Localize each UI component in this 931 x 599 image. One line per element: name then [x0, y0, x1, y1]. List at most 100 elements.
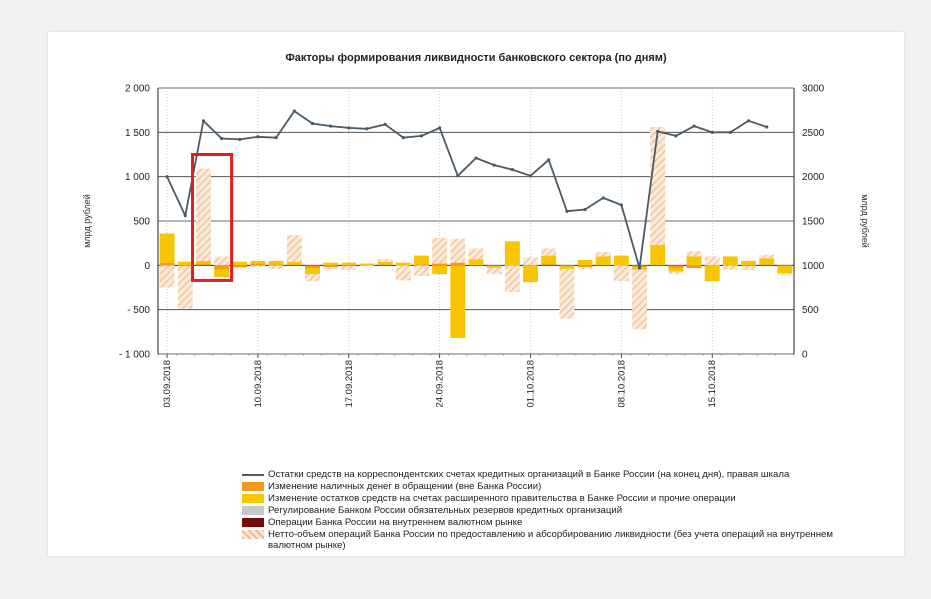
- legend-item: Операции Банка России на внутреннем валю…: [242, 517, 842, 528]
- bar: [486, 265, 502, 267]
- chart-card: Факторы формирования ликвидности банковс…: [48, 32, 904, 556]
- bar: [668, 265, 684, 268]
- line-point: [728, 130, 733, 134]
- y-tick-right: 2000: [802, 172, 825, 183]
- line-point: [492, 163, 496, 167]
- bar: [468, 248, 484, 260]
- bar: [523, 265, 538, 267]
- bar: [686, 265, 702, 268]
- legend: Остатки средств на корреспондентских сче…: [242, 469, 842, 552]
- line-point: [401, 136, 405, 140]
- bar: [395, 265, 411, 281]
- bar: [359, 263, 375, 266]
- annotation-layer: [191, 153, 234, 282]
- line-point: [528, 174, 533, 178]
- bar: [595, 252, 611, 257]
- bar: [377, 264, 393, 266]
- y-tick-right: 0: [802, 350, 808, 361]
- bar: [232, 261, 248, 266]
- bar: [686, 256, 702, 266]
- bar: [559, 268, 575, 319]
- line-point: [201, 119, 206, 123]
- legend-label: Нетто-объем операций Банка России по пре…: [268, 529, 833, 551]
- bar: [432, 265, 448, 275]
- legend-swatch: [242, 474, 264, 476]
- line-point: [183, 214, 187, 218]
- bar: [323, 267, 339, 269]
- line-point: [419, 134, 424, 138]
- legend-item: Нетто-объем операций Банка России по пре…: [242, 529, 842, 551]
- y-tick-left: - 1 000: [119, 350, 151, 361]
- x-tick-label: 01.10.2018: [526, 360, 537, 408]
- axes-layer: 2 000 1 500 1 000 500 0 - 500 - 1 000 3000 2500 2…: [119, 84, 825, 408]
- line-point: [347, 126, 351, 130]
- bar: [704, 265, 720, 282]
- bar: [177, 266, 193, 309]
- bar: [268, 264, 284, 266]
- bar: [504, 265, 520, 292]
- bar: [777, 265, 793, 274]
- bar: [159, 265, 175, 288]
- bar: [268, 265, 284, 269]
- bar: [595, 256, 611, 266]
- bar: [741, 265, 757, 267]
- y-tick-left: 500: [133, 217, 150, 228]
- bar: [377, 261, 393, 265]
- line-point: [619, 203, 623, 207]
- bar: [523, 266, 538, 283]
- bar: [377, 259, 393, 262]
- line-point: [692, 124, 696, 128]
- bar: [486, 267, 502, 275]
- line-point: [583, 207, 587, 212]
- line-series-balances: [166, 110, 767, 269]
- bar: [250, 265, 266, 268]
- highlight-box: [191, 153, 234, 282]
- legend-swatch: [242, 494, 264, 503]
- y-axis-right-label: млрд рублей: [860, 194, 870, 248]
- x-tick-label: 17.09.2018: [344, 360, 355, 408]
- bar: [632, 269, 647, 330]
- bar: [523, 257, 538, 266]
- bar: [232, 265, 248, 268]
- y-tick-left: 0: [144, 261, 150, 272]
- bar: [668, 267, 684, 272]
- bar: [323, 262, 339, 266]
- bar: [195, 168, 211, 261]
- bar: [177, 265, 193, 267]
- y-tick-right: 1000: [802, 261, 825, 272]
- bar: [704, 256, 720, 266]
- bar: [541, 263, 557, 266]
- bar: [577, 267, 593, 269]
- legend-swatch: [242, 506, 264, 515]
- bar: [668, 271, 684, 275]
- bar: [541, 255, 557, 264]
- bar: [559, 265, 575, 269]
- line-point: [292, 109, 296, 113]
- bar: [341, 266, 357, 270]
- y-tick-left: 1 500: [125, 128, 150, 139]
- y-tick-right: 500: [802, 305, 819, 316]
- line-point: [329, 124, 333, 128]
- bar: [722, 265, 738, 270]
- bar: [468, 259, 484, 266]
- line-point: [710, 130, 714, 134]
- bar: [613, 255, 629, 266]
- bar: [650, 244, 666, 266]
- line-point: [674, 134, 678, 138]
- bar: [759, 258, 775, 265]
- legend-label: Изменение остатков средств на счетах рас…: [268, 493, 736, 504]
- y-tick-left: 1 000: [125, 172, 150, 183]
- legend-label: Изменение наличных денег в обращении (вн…: [268, 481, 542, 492]
- gridlines: [158, 87, 794, 355]
- line-point: [474, 156, 478, 160]
- legend-label: Операции Банка России на внутреннем валю…: [268, 517, 523, 528]
- line-point: [165, 175, 169, 179]
- line-point: [656, 129, 660, 134]
- bar: [286, 264, 302, 266]
- line-point: [256, 135, 260, 139]
- bar: [286, 235, 302, 262]
- x-tick-label: 08.10.2018: [616, 360, 627, 408]
- bar: [195, 260, 211, 264]
- legend-item: Остатки средств на корреспондентских сче…: [242, 469, 842, 480]
- legend-item: Регулирование Банком России обязательных…: [242, 505, 842, 516]
